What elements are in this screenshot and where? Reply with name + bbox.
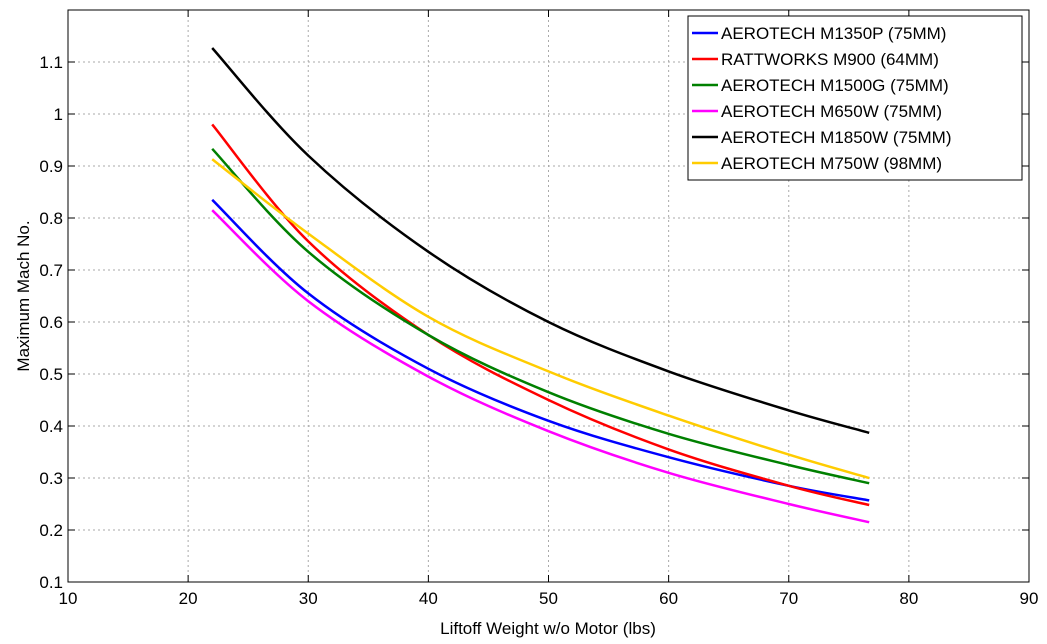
series-line-6 <box>211 158 870 480</box>
y-tick-label: 0.2 <box>39 521 63 540</box>
legend-entry: RATTWORKS M900 (64MM) <box>721 50 939 69</box>
legend-entry: AEROTECH M750W (98MM) <box>721 154 942 173</box>
x-tick-label: 80 <box>899 589 918 608</box>
x-tick-label: 40 <box>419 589 438 608</box>
x-tick-label: 50 <box>539 589 558 608</box>
y-tick-label: 0.8 <box>39 209 63 228</box>
x-axis-label: Liftoff Weight w/o Motor (lbs) <box>440 619 656 638</box>
x-tick-labels: 10 20 30 40 50 60 70 80 90 <box>59 589 1039 608</box>
y-tick-label: 0.3 <box>39 469 63 488</box>
series-lines <box>211 47 870 524</box>
x-tick-label: 60 <box>659 589 678 608</box>
y-tick-label: 1 <box>54 105 63 124</box>
x-tick-label: 10 <box>59 589 78 608</box>
legend-entry: AEROTECH M1500G (75MM) <box>721 76 949 95</box>
y-tick-label: 0.6 <box>39 313 63 332</box>
y-tick-labels: 0.1 0.2 0.3 0.4 0.5 0.6 0.7 0.8 0.9 1 1.1 <box>39 53 63 592</box>
legend-entry: AEROTECH M1350P (75MM) <box>721 24 946 43</box>
series-line-3 <box>211 147 870 485</box>
legend-entry: AEROTECH M1850W (75MM) <box>721 128 951 147</box>
series-line-2 <box>211 123 870 507</box>
y-axis-label: Maximum Mach No. <box>14 220 33 371</box>
series-line-4 <box>211 209 870 524</box>
y-tick-label: 0.7 <box>39 261 63 280</box>
legend-box <box>687 15 1023 181</box>
x-tick-label: 70 <box>779 589 798 608</box>
x-tick-label: 90 <box>1020 589 1039 608</box>
legend: AEROTECH M1350P (75MM) RATTWORKS M900 (64… <box>687 15 1023 181</box>
grid <box>68 10 1029 582</box>
y-tick-label: 1.1 <box>39 53 63 72</box>
ticks <box>67 10 1030 583</box>
y-tick-label: 0.5 <box>39 365 63 384</box>
legend-entry: AEROTECH M650W (75MM) <box>721 102 942 121</box>
y-tick-label: 0.4 <box>39 417 63 436</box>
x-tick-label: 20 <box>179 589 198 608</box>
series-line-5 <box>211 47 870 435</box>
y-tick-label: 0.1 <box>39 573 63 592</box>
y-tick-label: 0.9 <box>39 157 63 176</box>
x-tick-label: 30 <box>299 589 318 608</box>
